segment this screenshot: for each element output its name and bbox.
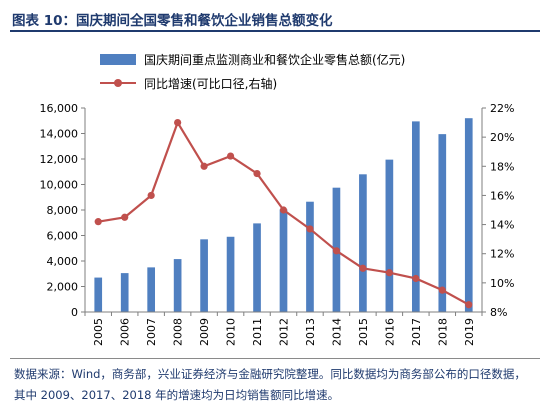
bar [411, 121, 420, 312]
note-divider [10, 358, 540, 359]
bar [94, 277, 103, 312]
title-underline [10, 30, 540, 32]
x-tick-label: 2010 [225, 318, 238, 346]
legend-label-bar: 国庆期间重点监测商业和餐饮企业零售总额(亿元) [144, 52, 405, 67]
line-point [279, 206, 288, 214]
bar [253, 223, 261, 312]
x-tick-label: 2011 [251, 318, 264, 346]
line-point [121, 213, 129, 221]
source-note: 数据来源：Wind，商务部，兴业证券经济与金融研究院整理。同比数据均为商务部公布… [14, 367, 526, 402]
line-point [465, 301, 473, 309]
legend-label-line: 同比增速(可比口径,右轴) [144, 76, 277, 91]
y-left-tick-label: 10,000 [40, 179, 79, 192]
line-point [412, 274, 420, 283]
y-right-tick-label: 8% [490, 306, 507, 319]
axes: 0 2,000 4,000 6,000 8,000 10,000 12,000 14,000 1… [40, 102, 515, 346]
x-tick-label: 2013 [304, 318, 317, 346]
x-tick-label: 2012 [278, 318, 291, 346]
y-left-tick-label: 12,000 [40, 153, 79, 166]
x-tick-label: 2007 [145, 318, 158, 346]
y-right-tick-label: 12% [490, 248, 514, 261]
x-tick-label: 2019 [463, 318, 476, 346]
x-tick-label: 2008 [172, 318, 185, 346]
line-point [147, 191, 155, 200]
bar [464, 118, 473, 312]
y-left-tick-label: 4,000 [47, 255, 79, 268]
line-point [200, 162, 208, 170]
line-point [253, 169, 261, 178]
y-right-tick-label: 18% [490, 160, 514, 173]
line-point [174, 118, 182, 127]
y-left-tick-label: 14,000 [40, 128, 79, 141]
x-tick-label: 2006 [119, 318, 132, 346]
bar [438, 134, 447, 312]
figure-title: 图表 10：国庆期间全国零售和餐饮企业销售总额变化 [12, 13, 333, 29]
y-left-tick-label: 16,000 [40, 102, 79, 115]
y-left-tick-label: 0 [71, 306, 78, 319]
bar [226, 236, 235, 312]
chart: 国庆期间重点监测商业和餐饮企业零售总额(亿元) 同比增速(可比口径,右轴) 0 2,… [40, 52, 515, 346]
x-tick-label: 2014 [330, 318, 343, 346]
y-right-tick-label: 22% [490, 102, 514, 115]
bar-series [94, 118, 473, 312]
legend-swatch-bar [100, 54, 136, 65]
y-left-tick-label: 6,000 [47, 230, 79, 243]
y-right-tick-label: 20% [490, 131, 514, 144]
y-right-tick-label: 14% [490, 219, 514, 232]
legend-marker-line [114, 79, 122, 87]
figure-title-bar: 图表 10：国庆期间全国零售和餐饮企业销售总额变化 [10, 4, 540, 34]
legend: 国庆期间重点监测商业和餐饮企业零售总额(亿元) 同比增速(可比口径,右轴) [100, 52, 405, 91]
x-tick-label: 2017 [410, 318, 423, 346]
bar [200, 239, 208, 312]
x-tick-label: 2018 [436, 318, 449, 346]
line-point [94, 218, 102, 226]
bar [279, 209, 288, 312]
line-point [306, 225, 314, 233]
bar [306, 201, 314, 312]
line-point [226, 152, 235, 160]
line-point [438, 286, 446, 294]
bar [359, 174, 367, 312]
x-tick-label: 2009 [198, 318, 211, 346]
bar [385, 159, 394, 312]
line-point [359, 264, 367, 272]
y-left-tick-label: 8,000 [47, 204, 79, 217]
line-point [385, 269, 393, 277]
line-series [94, 118, 473, 309]
x-tick-label: 2005 [92, 318, 105, 346]
line-point [332, 247, 341, 255]
bar [147, 267, 156, 312]
x-tick-label: 2016 [383, 318, 396, 346]
bar [173, 259, 182, 312]
y-right-tick-label: 16% [490, 189, 514, 202]
y-left-tick-label: 2,000 [47, 281, 79, 294]
bar [120, 273, 129, 312]
y-right-tick-label: 10% [490, 277, 514, 290]
x-tick-label: 2015 [357, 318, 370, 346]
